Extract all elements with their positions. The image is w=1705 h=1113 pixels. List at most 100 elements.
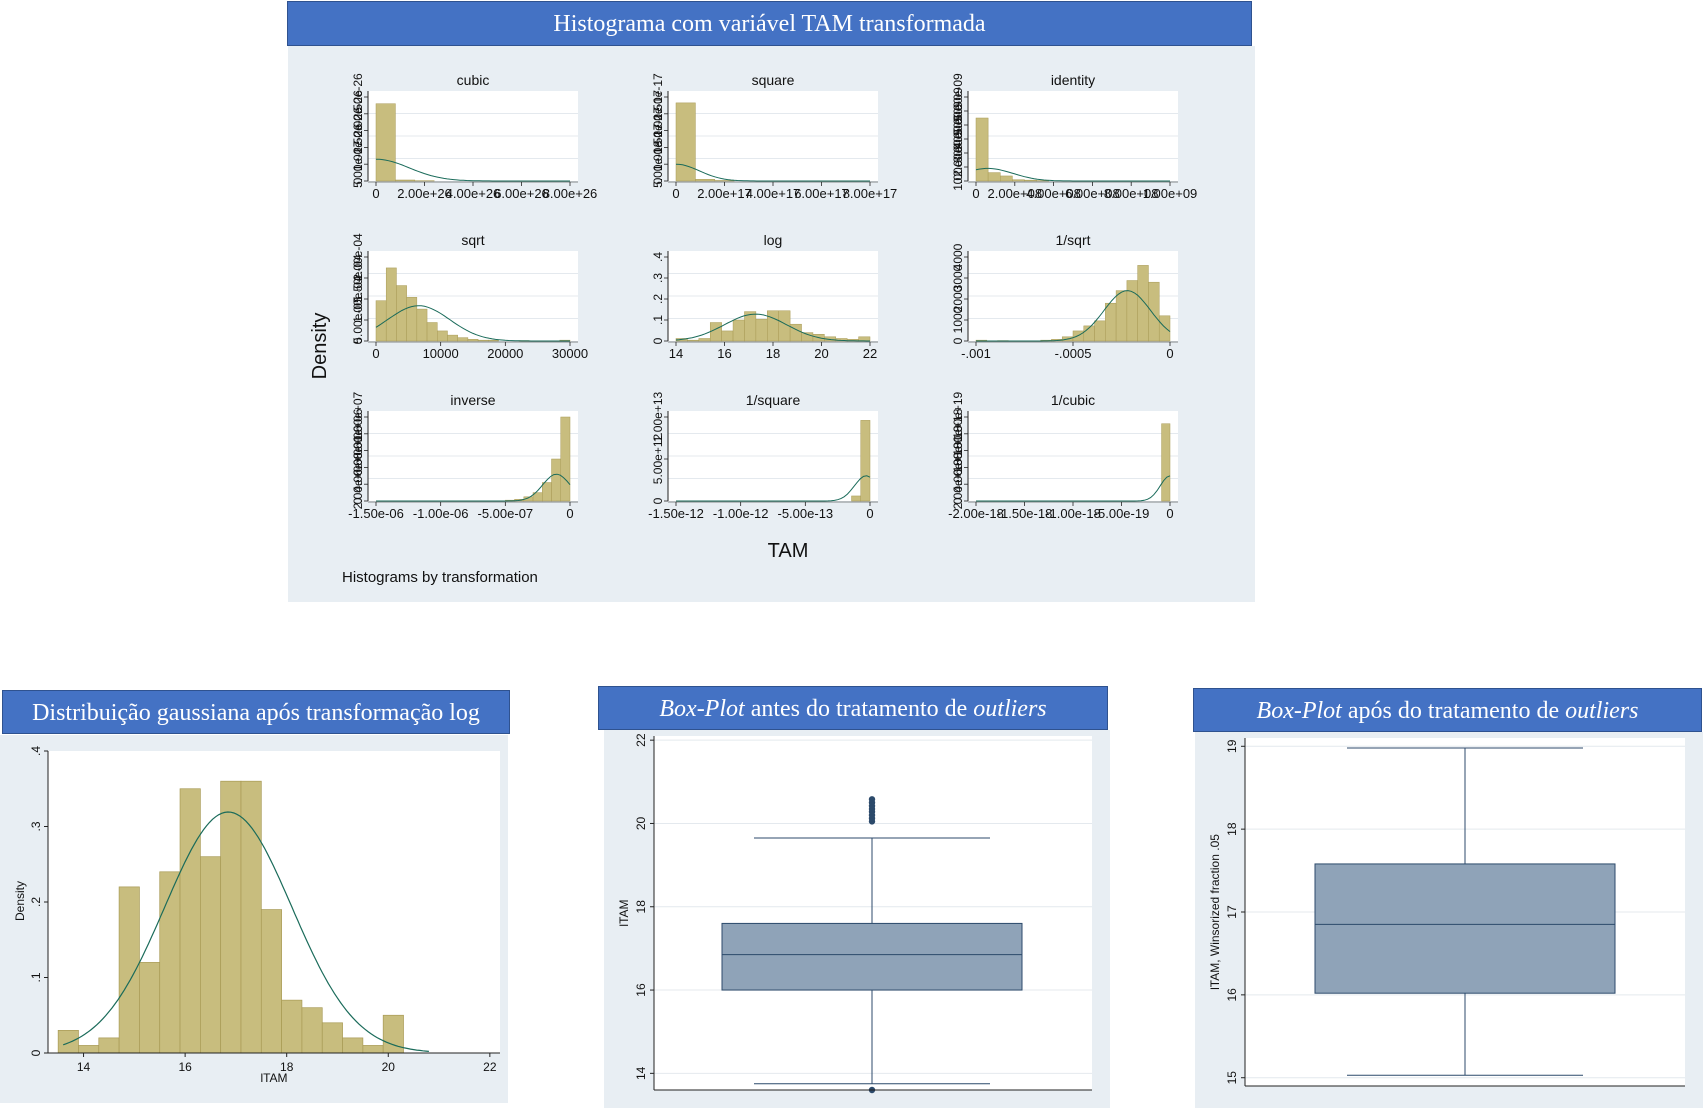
sub-2-xtick-label-1: 2.00e+17 <box>697 186 752 201</box>
sub-7-ytick-label-5: 1.00e+07 <box>351 391 365 442</box>
sub-5-bar-1 <box>687 340 698 341</box>
sub-5-ytick-label-0: 0 <box>651 337 665 344</box>
sub-5-xtick-label-4: 22 <box>863 346 877 361</box>
sub-8-ytick-label-0: 0 <box>651 497 665 504</box>
sub-4-xtick-label-0: 0 <box>372 346 379 361</box>
box2-box <box>1315 864 1615 993</box>
sub-8-ytick-label-2: 1.00e+13 <box>651 391 665 442</box>
sub-6-bar-12 <box>1105 303 1116 341</box>
sub-6-bar-15 <box>1138 265 1149 341</box>
box2-banner-italic1: Box-Plot <box>1257 698 1342 724</box>
hist-banner-title: Distribuição gaussiana após transformaçã… <box>32 700 480 726</box>
sub-7-bar-19 <box>552 459 561 501</box>
box2-banner-mid: após do tratamento de <box>1342 698 1565 724</box>
sub-6-bar-17 <box>1159 316 1170 341</box>
sub-5-xtick-label-2: 18 <box>766 346 780 361</box>
sub-6-ytick-label-4: 4000 <box>951 243 965 270</box>
sub-6-ytick-label-0: 0 <box>951 337 965 344</box>
sub-9-ytick-label-5: 1.00e+19 <box>951 391 965 442</box>
sub-5-xtick-label-0: 14 <box>669 346 683 361</box>
top-xlabel: TAM <box>768 540 809 562</box>
sub-9-bar-22 <box>1162 424 1170 501</box>
box2-banner-italic2: outliers <box>1565 698 1638 724</box>
hist-bar-11 <box>282 1000 302 1053</box>
sub-5-bar-16 <box>859 337 870 341</box>
sub-5-bar-5 <box>733 320 744 341</box>
sub-4-bar-6 <box>437 331 447 341</box>
hist-bar-14 <box>343 1038 363 1053</box>
box2-ylabel: lTAM, Winsorized fraction .05 <box>1208 834 1222 990</box>
sub-8-title: 1/square <box>746 392 801 408</box>
sub-7-bar-20 <box>561 417 570 501</box>
hist-ytick-label-0: 0 <box>29 1049 43 1056</box>
sub-1-xtick-label-1: 2.00e+26 <box>397 186 452 201</box>
hist-bar-2 <box>99 1038 119 1053</box>
box2-ytick-label-0: 15 <box>1225 1071 1239 1085</box>
box1-banner: Box-Plot antes do tratamento de outliers <box>598 686 1108 730</box>
sub-4-bar-10 <box>478 340 488 341</box>
sub-8-xtick-label-2: -5.00e-13 <box>778 506 834 521</box>
sub-6-bar-13 <box>1116 291 1127 341</box>
sub-1-xtick-label-3: 6.00e+26 <box>494 186 549 201</box>
sub-3-ytick-label-6: 6.00e-09 <box>951 73 965 121</box>
sub-1-ytick-label-5: 2.50e-26 <box>351 73 365 121</box>
sub-2-xtick-label-3: 6.00e+17 <box>794 186 849 201</box>
sub-2-xtick-label-2: 4.00e+17 <box>746 186 801 201</box>
sub-3-bar-1 <box>988 173 1000 181</box>
sub-7-bar-18 <box>542 483 551 501</box>
sub-3-bar-3 <box>1012 180 1024 181</box>
sub-4-bar-11 <box>488 340 498 341</box>
hist-bar-5 <box>160 872 180 1053</box>
sub-4-ytick-label-4: 2.00e-04 <box>351 233 365 281</box>
sub-4-bar-7 <box>447 335 457 341</box>
sub-2-bar-1 <box>695 179 714 181</box>
sub-4-bar-8 <box>458 338 468 341</box>
sub-5-ytick-label-3: .3 <box>651 273 665 283</box>
sub-3-xtick-label-5: 1.00e+09 <box>1143 186 1198 201</box>
sub-9-xtick-label-1: -1.50e-18 <box>997 506 1053 521</box>
sub-5-bar-3 <box>710 323 721 341</box>
top-banner: Histograma com variável TAM transformada <box>287 1 1252 46</box>
sub-4-xtick-label-3: 30000 <box>552 346 588 361</box>
hist-ytick-label-3: .3 <box>29 821 43 831</box>
sub-3-xtick-label-0: 0 <box>972 186 979 201</box>
hist-bar-10 <box>261 910 281 1053</box>
box1-banner-italic1: Box-Plot <box>659 696 744 722</box>
hist-bar-1 <box>78 1045 98 1053</box>
sub-2-title: square <box>752 72 795 88</box>
box1-box <box>722 923 1022 990</box>
sub-2-xtick-label-4: 8.00e+17 <box>843 186 898 201</box>
sub-4-xtick-label-2: 20000 <box>487 346 523 361</box>
box1-outlier-8 <box>869 796 875 802</box>
hist-bar-6 <box>180 789 200 1053</box>
box1-banner-mid: antes do tratamento de <box>745 696 974 722</box>
hist-xtick-label-0: 14 <box>77 1060 91 1074</box>
sub-6-bar-11 <box>1095 321 1106 341</box>
sub-3-bar-2 <box>1000 176 1012 181</box>
sub-1-bar-1 <box>395 180 414 181</box>
sub-5-ytick-label-2: .2 <box>651 294 665 304</box>
sub-2-bar-0 <box>676 103 695 181</box>
hist-bar-8 <box>221 781 241 1053</box>
hist-bar-9 <box>241 781 261 1053</box>
sub-5-bar-6 <box>744 312 755 341</box>
sub-1-xtick-label-2: 4.00e+26 <box>446 186 501 201</box>
hist-bar-3 <box>119 887 139 1053</box>
box2-ytick-label-1: 16 <box>1225 988 1239 1002</box>
hist-xtick-label-3: 20 <box>382 1060 396 1074</box>
sub-5-bar-7 <box>756 319 767 341</box>
hist-ytick-label-1: .1 <box>29 972 43 982</box>
hist-ylabel: Density <box>13 881 27 921</box>
sub-1-xtick-label-4: 8.00e+26 <box>543 186 598 201</box>
sub-5-bar-10 <box>790 324 801 341</box>
top-banner-title: Histograma com variável TAM transformada <box>553 11 985 37</box>
box2-ytick-label-3: 18 <box>1225 822 1239 836</box>
sub-9-xtick-label-0: -2.00e-18 <box>948 506 1004 521</box>
box1-ytick-label-3: 20 <box>634 816 648 830</box>
